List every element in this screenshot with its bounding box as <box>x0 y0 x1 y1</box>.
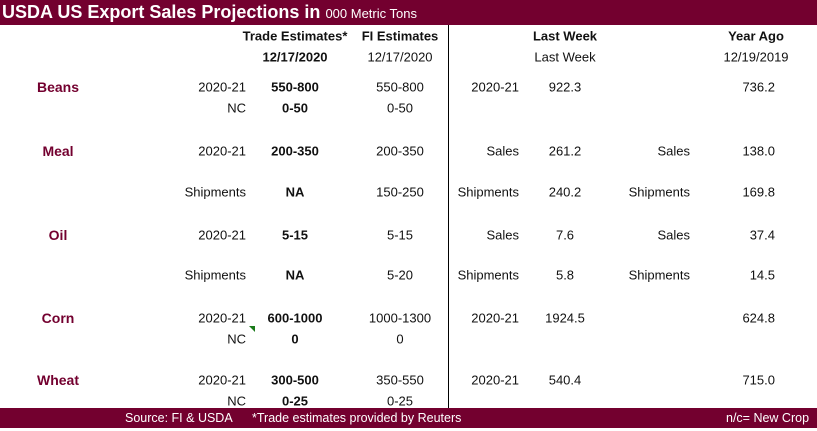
year-ago-value: 37.4 <box>749 227 775 243</box>
row-type: 2020-21 <box>198 227 246 243</box>
last-week-type: 2020-21 <box>471 79 519 95</box>
title-unit: 000 Metric Tons <box>325 6 417 21</box>
row-type: 2020-21 <box>198 310 246 326</box>
last-week-value: 261.2 <box>548 143 582 159</box>
row-label: Oil <box>48 227 68 243</box>
fi-estimate: 5-15 <box>386 227 414 243</box>
last-week-type: Shipments <box>457 184 519 200</box>
trade-estimate: 300-500 <box>271 372 319 388</box>
year-ago-value: 736.2 <box>742 79 775 95</box>
row-type: 2020-21 <box>198 79 246 95</box>
last-week-value: 540.4 <box>548 372 582 388</box>
fi-estimate: 200-350 <box>376 143 424 159</box>
header-year-ago-date: 12/19/2019 <box>723 49 789 65</box>
last-week-value: 7.6 <box>555 227 575 243</box>
last-week-type: Sales <box>486 143 519 159</box>
row-type: NC <box>227 393 246 409</box>
year-ago-type: Shipments <box>628 267 690 283</box>
title-main: USDA US Export Sales Projections in <box>2 2 321 22</box>
last-week-value: 1924.5 <box>545 310 585 326</box>
year-ago-type: Sales <box>657 143 690 159</box>
header-last-week: Last Week <box>532 28 598 44</box>
year-ago-type: Shipments <box>628 184 690 200</box>
year-ago-value: 715.0 <box>742 372 775 388</box>
trade-estimate: NA <box>285 184 305 200</box>
year-ago-value: 169.8 <box>742 184 775 200</box>
trade-estimate: 550-800 <box>271 79 319 95</box>
fi-estimate: 150-250 <box>376 184 424 200</box>
row-type: NC <box>227 331 246 347</box>
row-type: NC <box>227 100 246 116</box>
last-week-type: 2020-21 <box>471 310 519 326</box>
header-trade: Trade Estimates* <box>242 28 348 44</box>
row-type: Shipments <box>184 184 246 200</box>
last-week-value: 922.3 <box>548 79 582 95</box>
fi-estimate: 350-550 <box>376 372 424 388</box>
trade-estimate: 0 <box>291 331 299 347</box>
fi-estimate: 0-50 <box>386 100 414 116</box>
year-ago-type: Sales <box>657 227 690 243</box>
footer-source: Source: FI & USDA <box>125 411 233 425</box>
row-type: 2020-21 <box>198 372 246 388</box>
fi-estimate: 0-25 <box>386 393 414 409</box>
fi-estimate: 550-800 <box>376 79 424 95</box>
fi-estimate: 1000-1300 <box>368 310 432 326</box>
footer-note: *Trade estimates provided by Reuters <box>252 411 462 425</box>
row-label: Meal <box>42 143 74 159</box>
trade-estimate: NA <box>285 267 305 283</box>
title-bar: USDA US Export Sales Projections in 000 … <box>0 0 817 25</box>
header-fi: FI Estimates <box>361 28 439 44</box>
row-label: Wheat <box>37 372 79 388</box>
last-week-type: Shipments <box>457 267 519 283</box>
year-ago-value: 138.0 <box>742 143 775 159</box>
page-title: USDA US Export Sales Projections in 000 … <box>2 2 417 23</box>
year-ago-value: 14.5 <box>749 267 775 283</box>
trade-estimate: 5-15 <box>281 227 309 243</box>
row-type: 2020-21 <box>198 143 246 159</box>
header-last-week-sub: Last Week <box>534 49 596 65</box>
year-ago-value: 624.8 <box>742 310 775 326</box>
header-trade-date: 12/17/2020 <box>262 49 328 65</box>
last-week-type: 2020-21 <box>471 372 519 388</box>
footer-legend: n/c= New Crop <box>726 411 810 425</box>
row-label: Beans <box>36 79 80 95</box>
row-type: Shipments <box>184 267 246 283</box>
footer-bar: Source: FI & USDA *Trade estimates provi… <box>0 408 817 428</box>
fi-estimate: 0 <box>396 331 404 347</box>
header-fi-date: 12/17/2020 <box>367 49 433 65</box>
trade-estimate: 600-1000 <box>267 310 323 326</box>
trade-estimate: 0-25 <box>281 393 309 409</box>
last-week-value: 240.2 <box>548 184 582 200</box>
last-week-type: Sales <box>486 227 519 243</box>
comment-indicator-icon <box>249 326 255 332</box>
header-year-ago: Year Ago <box>728 28 784 44</box>
column-divider <box>448 25 449 408</box>
fi-estimate: 5-20 <box>386 267 414 283</box>
last-week-value: 5.8 <box>555 267 575 283</box>
row-label: Corn <box>41 310 75 326</box>
trade-estimate: 200-350 <box>271 143 319 159</box>
trade-estimate: 0-50 <box>281 100 309 116</box>
